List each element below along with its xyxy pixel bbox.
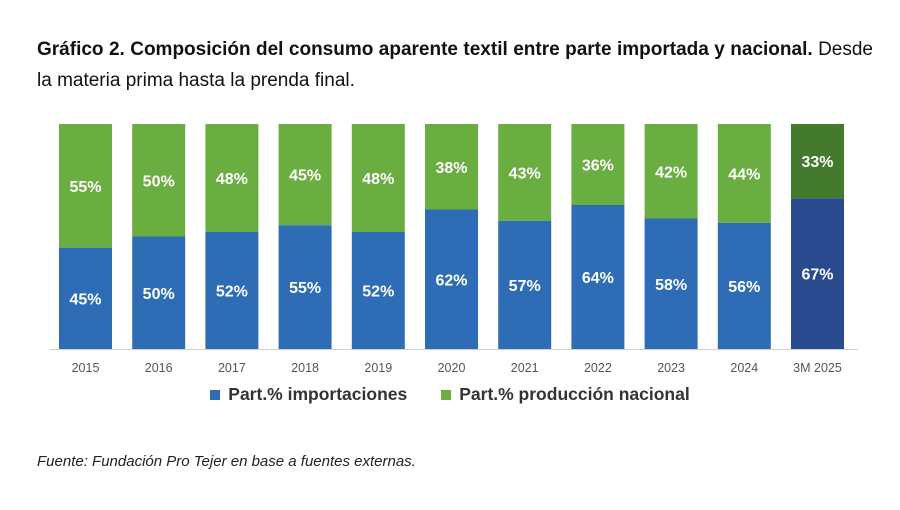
bar-national-2017 <box>205 124 259 232</box>
x-tick-label: 2021 <box>511 361 539 375</box>
data-label-national: 38% <box>435 160 467 177</box>
data-label-national: 42% <box>655 164 687 181</box>
data-label-imports: 52% <box>216 284 248 301</box>
bar-imports-2020 <box>425 209 478 349</box>
x-tick-label: 2020 <box>438 361 466 375</box>
data-label-imports: 52% <box>362 284 394 301</box>
data-label-imports: 50% <box>143 286 175 303</box>
legend-swatch-imports <box>210 389 221 400</box>
legend-swatch-national <box>441 389 452 400</box>
data-label-imports: 67% <box>801 267 833 284</box>
bar-imports-2019 <box>351 232 405 349</box>
data-label-imports: 45% <box>69 291 101 308</box>
bar-imports-2018 <box>278 225 332 349</box>
x-tick-label: 2015 <box>72 361 100 375</box>
bar-imports-2021 <box>498 220 552 349</box>
x-tick-label: 2018 <box>291 361 319 375</box>
bar-national-2022 <box>571 124 625 205</box>
legend-label-national: Part.% producción nacional <box>459 384 690 404</box>
data-label-imports: 55% <box>289 280 321 297</box>
source-note: Fuente: Fundación Pro Tejer en base a fu… <box>37 453 416 470</box>
x-tick-label: 3M 2025 <box>793 361 842 375</box>
legend: Part.% importaciones Part.% producción n… <box>0 384 900 405</box>
x-tick-label: 2019 <box>364 361 392 375</box>
data-label-national: 44% <box>728 167 760 184</box>
data-label-national: 36% <box>582 158 614 175</box>
x-tick-label: 2024 <box>730 361 758 375</box>
x-tick-label: 2016 <box>145 361 173 375</box>
bar-imports-2015 <box>59 247 112 349</box>
data-label-national: 45% <box>289 168 321 185</box>
bar-imports-2024 <box>717 223 771 349</box>
data-label-national: 55% <box>69 179 101 196</box>
data-label-imports: 58% <box>655 277 687 294</box>
x-tick-label: 2023 <box>657 361 685 375</box>
data-label-national: 43% <box>509 165 541 182</box>
bar-national-2019 <box>351 124 405 232</box>
data-label-national: 33% <box>801 154 833 171</box>
chart-title-desc: Desde la materia prima hasta la prenda f… <box>37 39 873 91</box>
bar-national-2021 <box>498 124 552 221</box>
bar-national-2024 <box>717 124 771 223</box>
bar-imports-2017 <box>205 232 259 349</box>
data-label-national: 48% <box>362 171 394 188</box>
bar-national-2018 <box>278 124 332 226</box>
legend-label-imports: Part.% importaciones <box>228 384 408 404</box>
bar-national-2015 <box>59 124 112 248</box>
data-label-national: 48% <box>216 171 248 188</box>
data-label-imports: 56% <box>728 279 760 296</box>
bar-national-3M-2025 <box>791 124 844 199</box>
bar-imports-3M-2025 <box>791 198 844 349</box>
data-label-imports: 62% <box>435 272 467 289</box>
bar-imports-2016 <box>132 236 186 349</box>
bar-national-2016 <box>132 124 186 237</box>
x-tick-label: 2022 <box>584 361 612 375</box>
x-tick-label: 2017 <box>218 361 246 375</box>
data-label-imports: 64% <box>582 270 614 287</box>
bar-imports-2022 <box>571 205 625 349</box>
legend-item-imports: Part.% importaciones <box>210 384 407 405</box>
chart-title-strong: Gráfico 2. Composición del consumo apare… <box>37 39 813 60</box>
bar-national-2023 <box>644 124 698 219</box>
bar-imports-2023 <box>644 218 698 349</box>
data-label-national: 50% <box>143 173 175 190</box>
legend-item-national: Part.% producción nacional <box>441 384 690 405</box>
data-label-imports: 57% <box>509 278 541 295</box>
bar-national-2020 <box>425 124 478 210</box>
chart-title: Gráfico 2. Composición del consumo apare… <box>37 34 873 96</box>
